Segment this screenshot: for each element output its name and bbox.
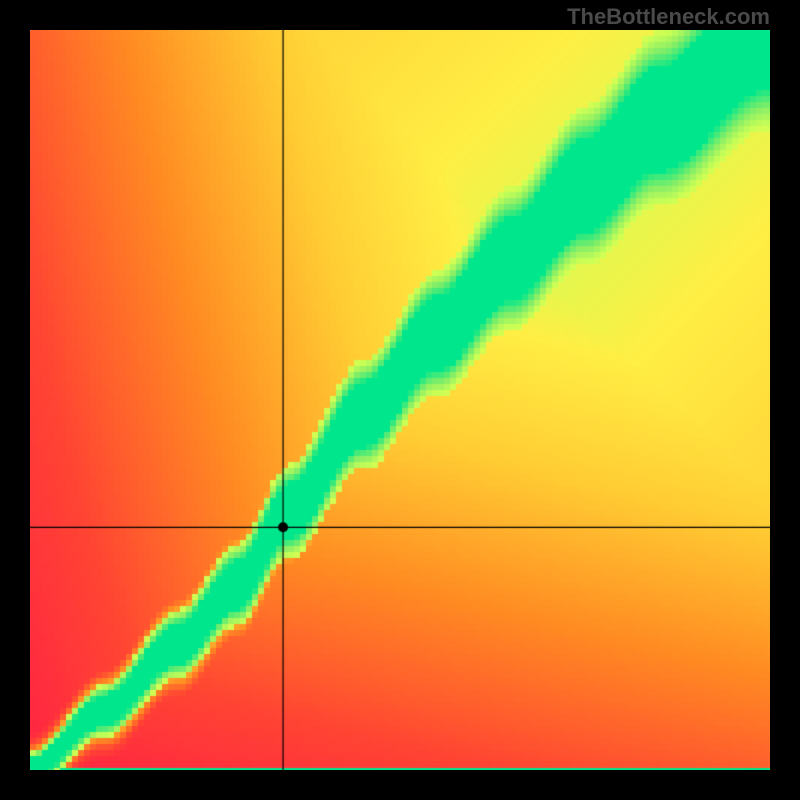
chart-container: TheBottleneck.com <box>0 0 800 800</box>
bottleneck-heatmap <box>30 30 770 770</box>
watermark-text: TheBottleneck.com <box>567 4 770 30</box>
